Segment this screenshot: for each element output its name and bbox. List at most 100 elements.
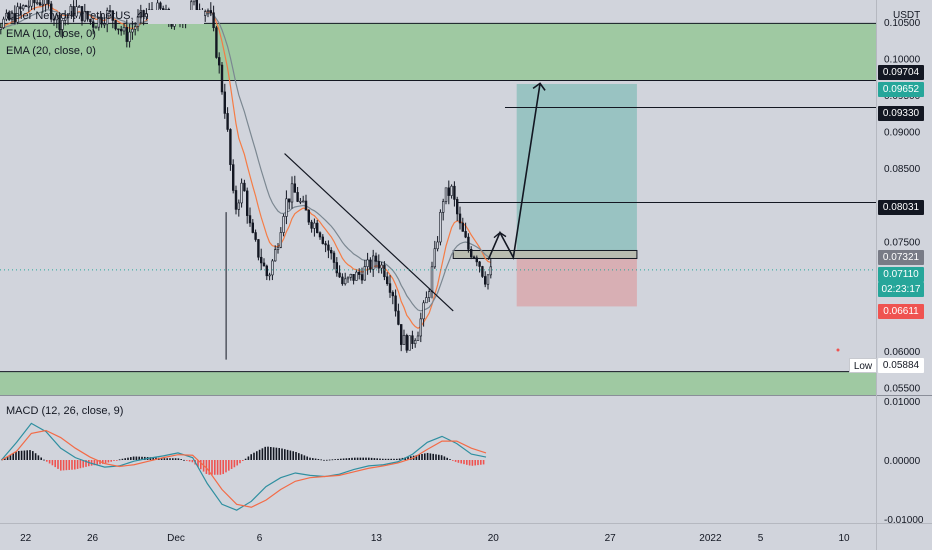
macd-histogram-bar [477, 460, 479, 466]
macd-legend[interactable]: MACD (12, 26, close, 9) [6, 405, 124, 417]
candle-body [234, 190, 238, 210]
macd-histogram-bar [359, 457, 362, 460]
macd-histogram-bar [68, 460, 70, 470]
candle-body [139, 10, 142, 18]
macd-histogram-bar [303, 455, 306, 460]
downtrend-line[interactable] [284, 153, 454, 312]
support-zone[interactable] [0, 371, 876, 395]
candle-body [80, 6, 84, 22]
macd-histogram-bar [278, 448, 280, 460]
macd-histogram-bar [228, 460, 230, 471]
macd-histogram-bar [443, 456, 446, 460]
price-tick-label: 0.06000 [884, 347, 921, 358]
macd-histogram-bar [177, 458, 180, 460]
candle-body [106, 10, 109, 25]
countdown-badge: 02:23:17 [878, 282, 924, 297]
candle-body [49, 3, 53, 20]
macd-histogram-bar [345, 458, 348, 460]
candle-body [394, 295, 397, 312]
macd-histogram-bar [404, 457, 406, 460]
macd-histogram-bar [340, 458, 342, 460]
candle-body [475, 257, 478, 263]
price-tick-label: 0.07500 [884, 237, 921, 248]
projection-path[interactable] [487, 83, 541, 260]
candle-body [103, 23, 106, 26]
candle-body [195, 0, 198, 11]
candle-body [391, 292, 394, 297]
candle-body [450, 185, 453, 196]
entry-box[interactable] [452, 249, 638, 259]
candle-body [13, 13, 16, 23]
macd-histogram-bar [466, 460, 468, 465]
macd-histogram-bar [314, 458, 317, 460]
candle-body [131, 28, 134, 33]
macd-histogram-bar [62, 460, 65, 471]
macd-histogram-bar [424, 453, 426, 460]
macd-histogram-bar [323, 459, 325, 461]
candle-body [304, 200, 308, 211]
candle-body [243, 182, 246, 192]
macd-histogram-bar [410, 456, 412, 460]
ema10-legend[interactable]: EMA (10, close, 0) [6, 28, 96, 40]
macd-histogram-bar [124, 458, 126, 460]
candle-body [447, 187, 450, 196]
candle-body [313, 222, 316, 229]
candle-body [47, 0, 50, 5]
macd-histogram-bar [474, 460, 476, 466]
candle-body [360, 274, 364, 281]
candle-body [422, 302, 425, 320]
candle-body [268, 274, 271, 277]
candle-body [246, 190, 249, 216]
macd-histogram-bar [393, 458, 395, 460]
candle-body [52, 18, 56, 21]
time-tick-label: 13 [371, 533, 383, 544]
macd-histogram-bar [127, 457, 129, 460]
macd-histogram-bar [390, 458, 392, 460]
candle-body [439, 212, 442, 243]
macd-histogram-bar [328, 459, 331, 461]
candle-body [145, 13, 148, 18]
candle-body [419, 318, 422, 337]
macd-histogram-bar [295, 452, 297, 460]
candle-body [355, 271, 358, 281]
macd-histogram-bar [379, 458, 381, 460]
candle-body [117, 28, 120, 31]
macd-histogram-bar [183, 459, 185, 461]
candle-body [265, 265, 268, 277]
macd-histogram-bar [216, 460, 219, 475]
macd-histogram-bar [71, 460, 73, 470]
macd-histogram-bar [258, 449, 261, 460]
candle-body [92, 21, 95, 28]
projection-arrowhead-small [493, 231, 507, 239]
target-box[interactable] [516, 83, 637, 255]
macd-histogram-bar [267, 446, 269, 460]
candle-body [427, 291, 431, 298]
macd-histogram-bar [43, 459, 45, 461]
macd-histogram-bar [121, 458, 124, 460]
macd-histogram-bar [57, 460, 59, 469]
macd-histogram-bar [365, 457, 367, 460]
macd-histogram-bar [438, 454, 440, 460]
macd-histogram-bar [264, 446, 266, 460]
macd-histogram-bar [20, 450, 23, 460]
ema20-legend[interactable]: EMA (20, close, 0) [6, 45, 96, 57]
candle-body [464, 231, 467, 238]
resistance-zone[interactable] [0, 23, 876, 81]
macd-histogram-bar [348, 458, 350, 460]
candle-body [58, 14, 61, 30]
macd-histogram-bar [23, 450, 26, 460]
symbol-legend[interactable]: Celer Network / TetherUS, 4h, BINANCE [6, 10, 204, 24]
candle-body [315, 222, 319, 234]
stop-box[interactable] [516, 254, 637, 307]
macd-histogram-bar [102, 460, 104, 464]
macd-histogram-bar [446, 457, 448, 460]
candle-body [10, 13, 14, 20]
candle-body [405, 335, 408, 351]
candle-body [44, 0, 47, 5]
candle-body [411, 335, 414, 344]
macd-histogram-bar [454, 460, 457, 462]
candle-body [461, 222, 464, 232]
candle-body [369, 259, 372, 270]
macd-histogram-bar [298, 453, 300, 460]
